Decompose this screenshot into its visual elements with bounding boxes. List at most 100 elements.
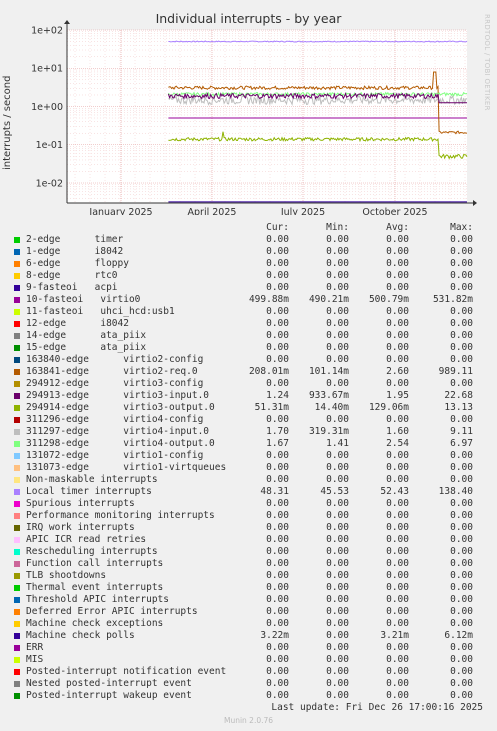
legend-value-max: 0.00 [450, 474, 473, 485]
legend-value-avg: 0.00 [386, 642, 409, 653]
legend-label: Threshold APIC interrupts [26, 594, 169, 605]
legend-swatch [14, 681, 20, 687]
legend-row: TLB shootdowns 0.00 0.00 0.00 0.00 [14, 570, 484, 582]
legend-value-cur: 0.00 [266, 234, 289, 245]
y-tick-label: 1e-01 [36, 140, 63, 151]
legend-value-cur: 48.31 [260, 486, 289, 497]
legend-value-max: 0.00 [450, 246, 473, 257]
legend-value-min: 0.00 [326, 630, 349, 641]
series-line-virtio4-input [168, 94, 468, 107]
legend-value-min: 0.00 [326, 234, 349, 245]
x-tick-label: April 2025 [188, 207, 237, 215]
legend-value-avg: 0.00 [386, 462, 409, 473]
legend-value-cur: 0.00 [266, 546, 289, 557]
legend-value-min: 0.00 [326, 258, 349, 269]
legend-value-avg: 0.00 [386, 498, 409, 509]
legend-value-cur: 0.00 [266, 618, 289, 629]
legend-swatch [14, 333, 20, 339]
legend-value-cur: 3.22m [260, 630, 289, 641]
rrdtool-credit: RRDTOOL / TOBI OETIKER [483, 14, 491, 111]
legend-value-avg: 0.00 [386, 306, 409, 317]
legend-value-avg: 52.43 [380, 486, 409, 497]
legend-row: 131073-edge virtio1-virtqueues 0.00 0.00 0.… [14, 462, 484, 474]
legend-value-avg: 0.00 [386, 342, 409, 353]
legend-value-cur: 0.00 [266, 258, 289, 269]
legend-value-avg: 0.00 [386, 666, 409, 677]
legend-value-cur: 0.00 [266, 414, 289, 425]
legend-value-min: 0.00 [326, 318, 349, 329]
legend-label: Posted-interrupt wakeup event [26, 690, 192, 701]
legend-row: 8-edge rtc0 0.00 0.00 0.00 0.00 [14, 270, 484, 282]
y-tick-label: 1e+00 [31, 102, 63, 113]
legend-swatch [14, 489, 20, 495]
legend-value-min: 0.00 [326, 570, 349, 581]
legend-label: MIS [26, 654, 44, 665]
legend-value-max: 0.00 [450, 594, 473, 605]
legend-value-cur: 1.67 [266, 438, 289, 449]
y-tick-label: 1e-02 [36, 178, 63, 189]
legend-value-cur: 0.00 [266, 498, 289, 509]
legend-swatch [14, 537, 20, 543]
legend-swatch [14, 381, 20, 387]
x-tick-label: October 2025 [362, 207, 427, 215]
legend-swatch [14, 477, 20, 483]
legend-value-cur: 208.01m [248, 366, 289, 377]
legend-value-max: 0.00 [450, 270, 473, 281]
legend-row: 10-fasteoi virtio0 499.88m 490.21m 500.79m 5… [14, 294, 484, 306]
legend-row: APIC ICR read retries 0.00 0.00 0.00 0.00 [14, 534, 484, 546]
legend-value-cur: 0.00 [266, 270, 289, 281]
legend-value-avg: 0.00 [386, 510, 409, 521]
legend-value-avg: 2.54 [386, 438, 409, 449]
legend-value-min: 0.00 [326, 582, 349, 593]
legend-swatch [14, 597, 20, 603]
legend-row: 15-edge ata_piix 0.00 0.00 0.00 0.00 [14, 342, 484, 354]
legend-value-min: 0.00 [326, 558, 349, 569]
legend-swatch [14, 609, 20, 615]
legend-label: 163841-edge virtio2-req.0 [26, 366, 198, 377]
legend-row: Performance monitoring interrupts 0.00 0.0… [14, 510, 484, 522]
legend-row: Thermal event interrupts 0.00 0.00 0.00 0.00 [14, 582, 484, 594]
legend-label: Spurious interrupts [26, 498, 135, 509]
series-line-virtio2-req [168, 71, 467, 135]
legend-swatch [14, 525, 20, 531]
y-tick-label: 1e+01 [31, 64, 63, 75]
series-line-virtio3-output [168, 131, 468, 160]
legend-swatch [14, 249, 20, 255]
legend-value-min: 0.00 [326, 474, 349, 485]
legend-swatch [14, 405, 20, 411]
legend-value-cur: 0.00 [266, 678, 289, 689]
legend-value-avg: 0.00 [386, 246, 409, 257]
legend-swatch [14, 693, 20, 699]
legend-row: Spurious interrupts 0.00 0.00 0.00 0.00 [14, 498, 484, 510]
legend-value-avg: 0.00 [386, 618, 409, 629]
legend-label: APIC ICR read retries [26, 534, 147, 545]
legend-value-avg: 0.00 [386, 354, 409, 365]
legend-value-max: 0.00 [450, 510, 473, 521]
series-line-virtio3-input [167, 91, 467, 104]
legend-value-max: 0.00 [450, 414, 473, 425]
legend-row: Non-maskable interrupts 0.00 0.00 0.00 0.00 [14, 474, 484, 486]
legend-label: 10-fasteoi virtio0 [26, 294, 141, 305]
legend-swatch [14, 561, 20, 567]
plot-background [67, 30, 467, 203]
legend-value-cur: 0.00 [266, 450, 289, 461]
legend-value-max: 0.00 [450, 234, 473, 245]
legend-value-max: 0.00 [450, 354, 473, 365]
legend-row: 14-edge ata_piix 0.00 0.00 0.00 0.00 [14, 330, 484, 342]
legend-label: 294914-edge virtio3-output.0 [26, 402, 215, 413]
legend-value-max: 0.00 [450, 654, 473, 665]
legend-value-min: 0.00 [326, 666, 349, 677]
legend-value-cur: 0.00 [266, 570, 289, 581]
legend-value-avg: 0.00 [386, 450, 409, 461]
legend-value-avg: 0.00 [386, 582, 409, 593]
legend-label: 163840-edge virtio2-config [26, 354, 204, 365]
legend-row: Rescheduling interrupts 0.00 0.00 0.00 0.00 [14, 546, 484, 558]
legend-swatch [14, 585, 20, 591]
legend-value-avg: 129.06m [368, 402, 409, 413]
legend-value-cur: 0.00 [266, 558, 289, 569]
legend-value-cur: 0.00 [266, 522, 289, 533]
legend-value-min: 0.00 [326, 330, 349, 341]
legend-value-min: 0.00 [326, 414, 349, 425]
legend-value-max: 0.00 [450, 306, 473, 317]
legend-swatch [14, 369, 20, 375]
